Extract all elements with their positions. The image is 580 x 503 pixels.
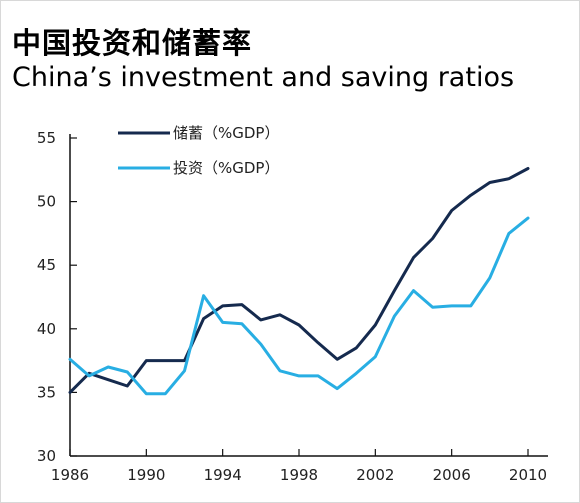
- legend: 储蓄（%GDP） 投资（%GDP）: [118, 124, 279, 177]
- series-line-savings: [68, 167, 530, 394]
- y-tick-label: 40: [37, 320, 56, 338]
- y-tick-label: 50: [37, 193, 56, 211]
- x-tick-label: 2010: [509, 466, 547, 484]
- x-tick-label: 1986: [51, 466, 89, 484]
- series-line-investment: [68, 216, 530, 396]
- chart-title-cn: 中国投资和储蓄率: [12, 26, 253, 60]
- x-tick-label: 1998: [280, 466, 318, 484]
- x-tick-label: 2006: [433, 466, 471, 484]
- y-tick-label: 45: [37, 256, 56, 274]
- y-tick-label: 30: [37, 447, 56, 465]
- series-layer: [68, 167, 530, 396]
- x-tick-label: 1990: [127, 466, 165, 484]
- chart-title-en: China’s investment and saving ratios: [12, 62, 515, 93]
- chart-axes: 30 35 40 45 50 55 1986 1990 1994 1998 2002 2006 2010: [37, 129, 548, 484]
- y-tick-label: 55: [37, 129, 56, 147]
- legend-label: 投资（%GDP）: [173, 159, 279, 177]
- y-tick-label: 35: [37, 383, 56, 401]
- x-tick-label: 1994: [204, 466, 242, 484]
- x-tick-label: 2002: [356, 466, 394, 484]
- legend-label: 储蓄（%GDP）: [173, 124, 279, 142]
